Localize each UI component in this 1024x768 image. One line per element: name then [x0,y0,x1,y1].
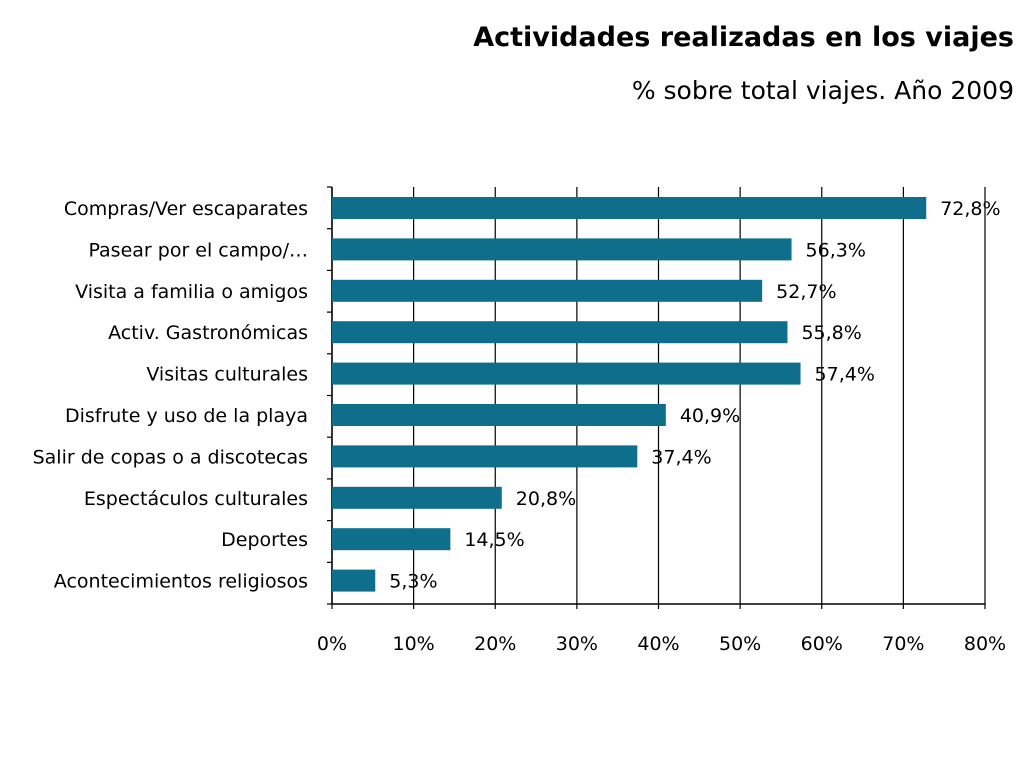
x-tick-label: 30% [556,633,598,655]
x-tick-label: 40% [637,633,679,655]
category-labels: Compras/Ver escaparates Pasear por el cam… [33,198,308,593]
data-label: 20,8% [516,488,576,510]
bar [332,321,788,344]
bar [332,445,638,468]
data-label: 72,8% [940,198,1000,220]
data-label: 5,3% [389,571,437,593]
bar [332,404,666,426]
category-label: Espectáculos culturales [84,488,308,510]
bar [332,238,792,261]
bar [332,486,502,509]
bar [332,362,801,385]
x-tick-label: 20% [474,633,516,655]
x-tick-label: 70% [882,633,924,655]
category-label: Compras/Ver escaparates [64,198,308,220]
category-label: Visita a familia o amigos [75,281,308,303]
bar [332,569,376,592]
bar [332,197,927,219]
data-label: 37,4% [651,446,711,468]
x-tick-label: 50% [719,633,761,655]
data-label: 57,4% [815,364,875,386]
data-label: 52,7% [776,281,836,303]
category-label: Deportes [221,529,308,551]
x-tick-label: 80% [964,633,1006,655]
category-label: Activ. Gastronómicas [108,322,308,344]
data-label: 55,8% [801,322,861,344]
category-label: Acontecimientos religiosos [54,571,308,593]
bar [332,528,451,551]
bars [332,197,927,592]
chart-title: Actividades realizadas en los viajes [473,22,1014,53]
data-labels: 72,8% 56,3% 52,7% 55,8% 57,4% 40,9% 37,4% 20,8%… [389,198,1000,593]
data-label: 40,9% [680,405,740,427]
category-label: Salir de copas o a discotecas [33,446,308,468]
bar [332,279,763,302]
category-label: Disfrute y uso de la playa [65,405,308,427]
x-tick-label: 10% [393,633,435,655]
chart-subtitle: % sobre total viajes. Año 2009 [631,76,1014,105]
data-label: 14,5% [464,529,524,551]
x-axis-tick-labels: 0% 10% 20% 30% 40% 50% 60% 70% 80% [317,633,1006,655]
category-label: Visitas culturales [146,364,308,386]
x-tick-label: 60% [801,633,843,655]
category-label: Pasear por el campo/… [88,239,308,261]
x-tick-label: 0% [317,633,347,655]
data-label: 56,3% [806,239,866,261]
